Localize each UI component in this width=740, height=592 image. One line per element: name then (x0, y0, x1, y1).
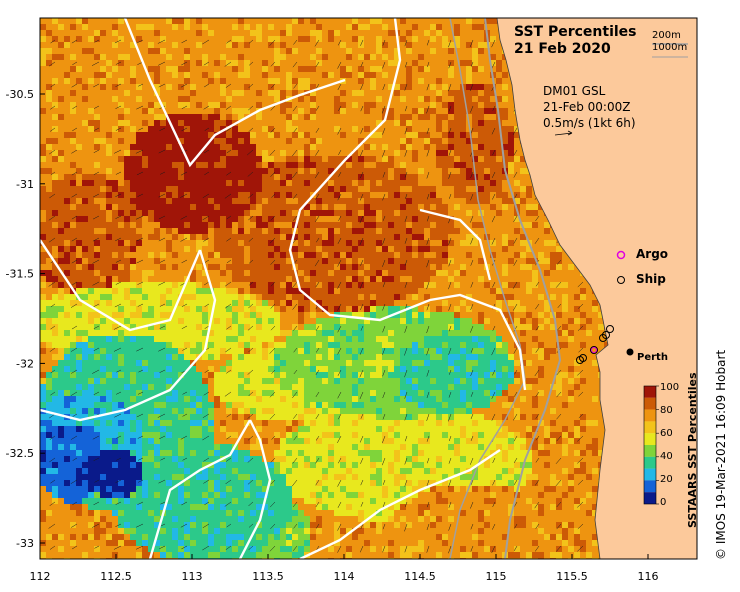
colorbar-segment (644, 480, 656, 493)
lon-tick-label: 115 (486, 570, 507, 583)
argo-marker (591, 347, 597, 353)
model-name: DM01 GSL (543, 84, 606, 98)
isobath-200m (484, 18, 562, 559)
model-scale: 0.5m/s (1kt 6h) (543, 116, 636, 130)
title-line2: 21 Feb 2020 (514, 41, 611, 57)
argo-label: Argo (636, 247, 669, 261)
colorbar-segment (644, 468, 656, 481)
lat-tick-label: -33 (16, 537, 34, 550)
ship-label: Ship (636, 272, 666, 286)
lon-tick-label: 114 (334, 570, 355, 583)
depth-200: 200m (652, 30, 681, 41)
cbar-tick-60: 60 (660, 428, 673, 439)
colorbar-segment (644, 397, 656, 410)
lat-tick-label: -31 (16, 178, 34, 191)
city-label: Perth (637, 352, 668, 363)
colorbar-segment (644, 386, 656, 398)
title-line1: SST Percentiles (514, 24, 637, 40)
lon-tick-label: 112.5 (100, 570, 132, 583)
lat-tick-label: -31.5 (6, 268, 34, 281)
credit-text: © IMOS 19-Mar-2021 16:09 Hobart (714, 349, 728, 560)
perth-marker (626, 348, 634, 356)
ship-legend-icon (617, 276, 625, 284)
argo-legend-icon (616, 250, 626, 260)
cbar-tick-100: 100 (660, 382, 680, 393)
colorbar-segment (644, 445, 656, 457)
lon-tick-label: 113 (182, 570, 203, 583)
cbar-tick-20: 20 (660, 474, 673, 485)
colorbar-segment (644, 492, 656, 504)
lat-tick-label: -32.5 (6, 447, 34, 460)
lon-tick-label: 114.5 (404, 570, 436, 583)
isobath-1000m (449, 18, 526, 559)
model-time: 21-Feb 00:00Z (543, 100, 631, 114)
colorbar-segment (644, 421, 656, 434)
cbar-tick-0: 0 (660, 497, 667, 508)
lon-tick-label: 112 (30, 570, 51, 583)
lat-tick-label: -30.5 (6, 88, 34, 101)
colorbar-title: SSTAARS SST Percentiles (686, 372, 699, 529)
contours (40, 18, 527, 559)
colorbar-segment (644, 409, 656, 422)
colorbar-segment (644, 456, 656, 469)
cbar-tick-80: 80 (660, 405, 673, 416)
lon-tick-label: 115.5 (556, 570, 588, 583)
colorbar (643, 385, 659, 505)
depth-legend: 200m 1000m (652, 30, 687, 54)
lon-tick-label: 116 (638, 570, 659, 583)
ship-markers (576, 325, 614, 364)
model-info: DM01 GSL 21-Feb 00:00Z 0.5m/s (1kt 6h) (543, 83, 636, 131)
current-arrows (48, 39, 584, 554)
lat-tick-label: -32 (16, 357, 34, 370)
depth-1000: 1000m (652, 42, 688, 53)
scale-arrow (554, 132, 573, 136)
lon-tick-label: 113.5 (252, 570, 284, 583)
axes: 112 112.5 113 113.5 114 114.5 115 115.5 116 -30.5… (6, 88, 659, 583)
colorbar-segment (644, 433, 656, 445)
map-title: SST Percentiles 21 Feb 2020 (514, 24, 637, 58)
cbar-tick-40: 40 (660, 451, 673, 462)
